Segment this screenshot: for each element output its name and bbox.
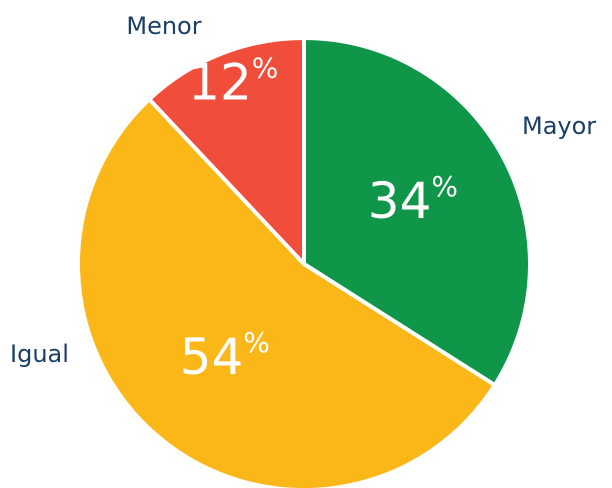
pie-slice xyxy=(76,97,497,488)
value-unit: % xyxy=(252,51,279,84)
value-number: 12 xyxy=(188,53,252,111)
value-unit: % xyxy=(431,170,458,203)
category-label: Menor xyxy=(126,12,201,40)
category-label: Mayor xyxy=(522,112,596,140)
pie-slice xyxy=(147,36,306,266)
value-unit: % xyxy=(243,326,270,359)
value-label: 54% xyxy=(180,326,270,386)
value-number: 54 xyxy=(180,327,244,385)
value-label: 12% xyxy=(188,51,278,111)
value-label: 34% xyxy=(368,170,458,230)
value-number: 34 xyxy=(368,172,432,230)
category-label: Igual xyxy=(10,340,69,368)
